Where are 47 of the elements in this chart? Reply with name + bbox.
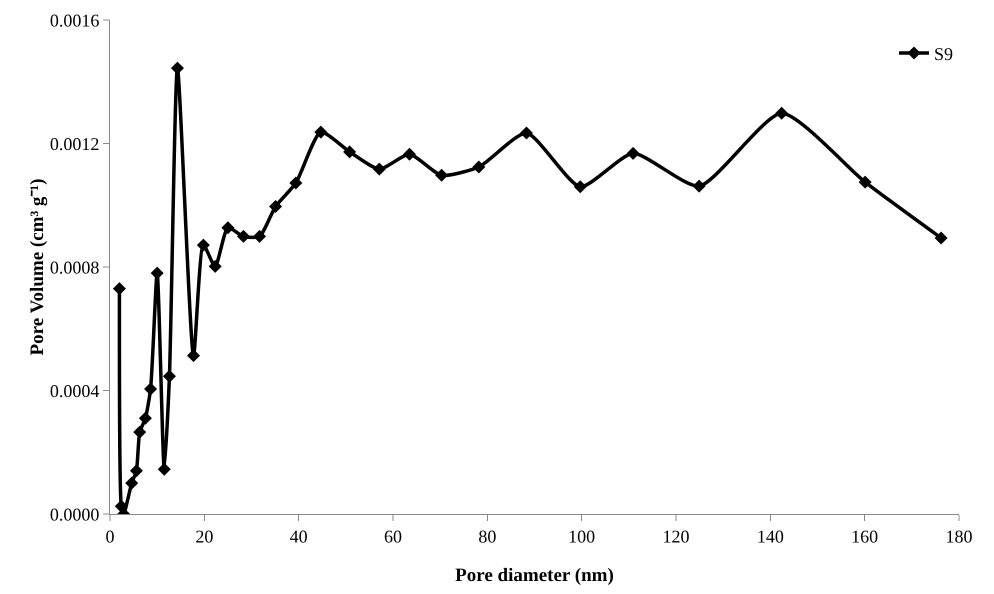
y-axis-title: Pore Volume (cm³ g⁻¹) xyxy=(26,178,48,356)
point xyxy=(435,168,448,182)
point xyxy=(858,176,872,189)
point xyxy=(403,148,416,161)
point xyxy=(112,282,126,296)
legend-label: S9 xyxy=(934,44,954,64)
point xyxy=(472,160,486,174)
point xyxy=(162,370,176,383)
y-tick-label: 0.0008 xyxy=(50,257,100,278)
point xyxy=(520,126,533,140)
x-tick-label: 0 xyxy=(106,526,114,547)
x-tick-label: 80 xyxy=(478,526,496,547)
point xyxy=(574,180,587,194)
x-tick-label: 180 xyxy=(946,526,972,547)
y-tick-label: 0.0004 xyxy=(50,380,100,401)
point xyxy=(144,382,158,396)
point xyxy=(158,462,171,476)
point xyxy=(372,162,386,176)
x-tick-label: 20 xyxy=(195,526,214,547)
point xyxy=(314,126,328,139)
point xyxy=(775,106,788,120)
point xyxy=(692,180,706,193)
y-tick-label: 0.0016 xyxy=(50,10,100,30)
point xyxy=(208,260,222,273)
point xyxy=(150,266,164,280)
point xyxy=(196,238,210,252)
point xyxy=(934,231,948,244)
x-axis-title: Pore diameter (nm) xyxy=(455,565,614,586)
x-tick-label: 60 xyxy=(384,526,402,547)
point xyxy=(236,230,250,243)
y-tick-label: 0.0000 xyxy=(50,504,100,524)
point xyxy=(130,464,143,478)
point xyxy=(253,230,266,243)
x-tick-label: 120 xyxy=(662,526,690,547)
y-tick-label: 0.0012 xyxy=(50,134,100,154)
point xyxy=(626,146,640,160)
point xyxy=(343,145,356,158)
point xyxy=(125,476,138,490)
x-tick-label: 40 xyxy=(290,526,308,547)
point xyxy=(221,221,234,234)
point xyxy=(269,200,282,213)
point xyxy=(133,426,146,439)
x-tick-label: 160 xyxy=(851,526,878,547)
x-tick-label: 100 xyxy=(568,526,596,547)
point xyxy=(138,412,152,425)
point xyxy=(289,176,302,190)
x-tick-label: 140 xyxy=(756,526,784,547)
